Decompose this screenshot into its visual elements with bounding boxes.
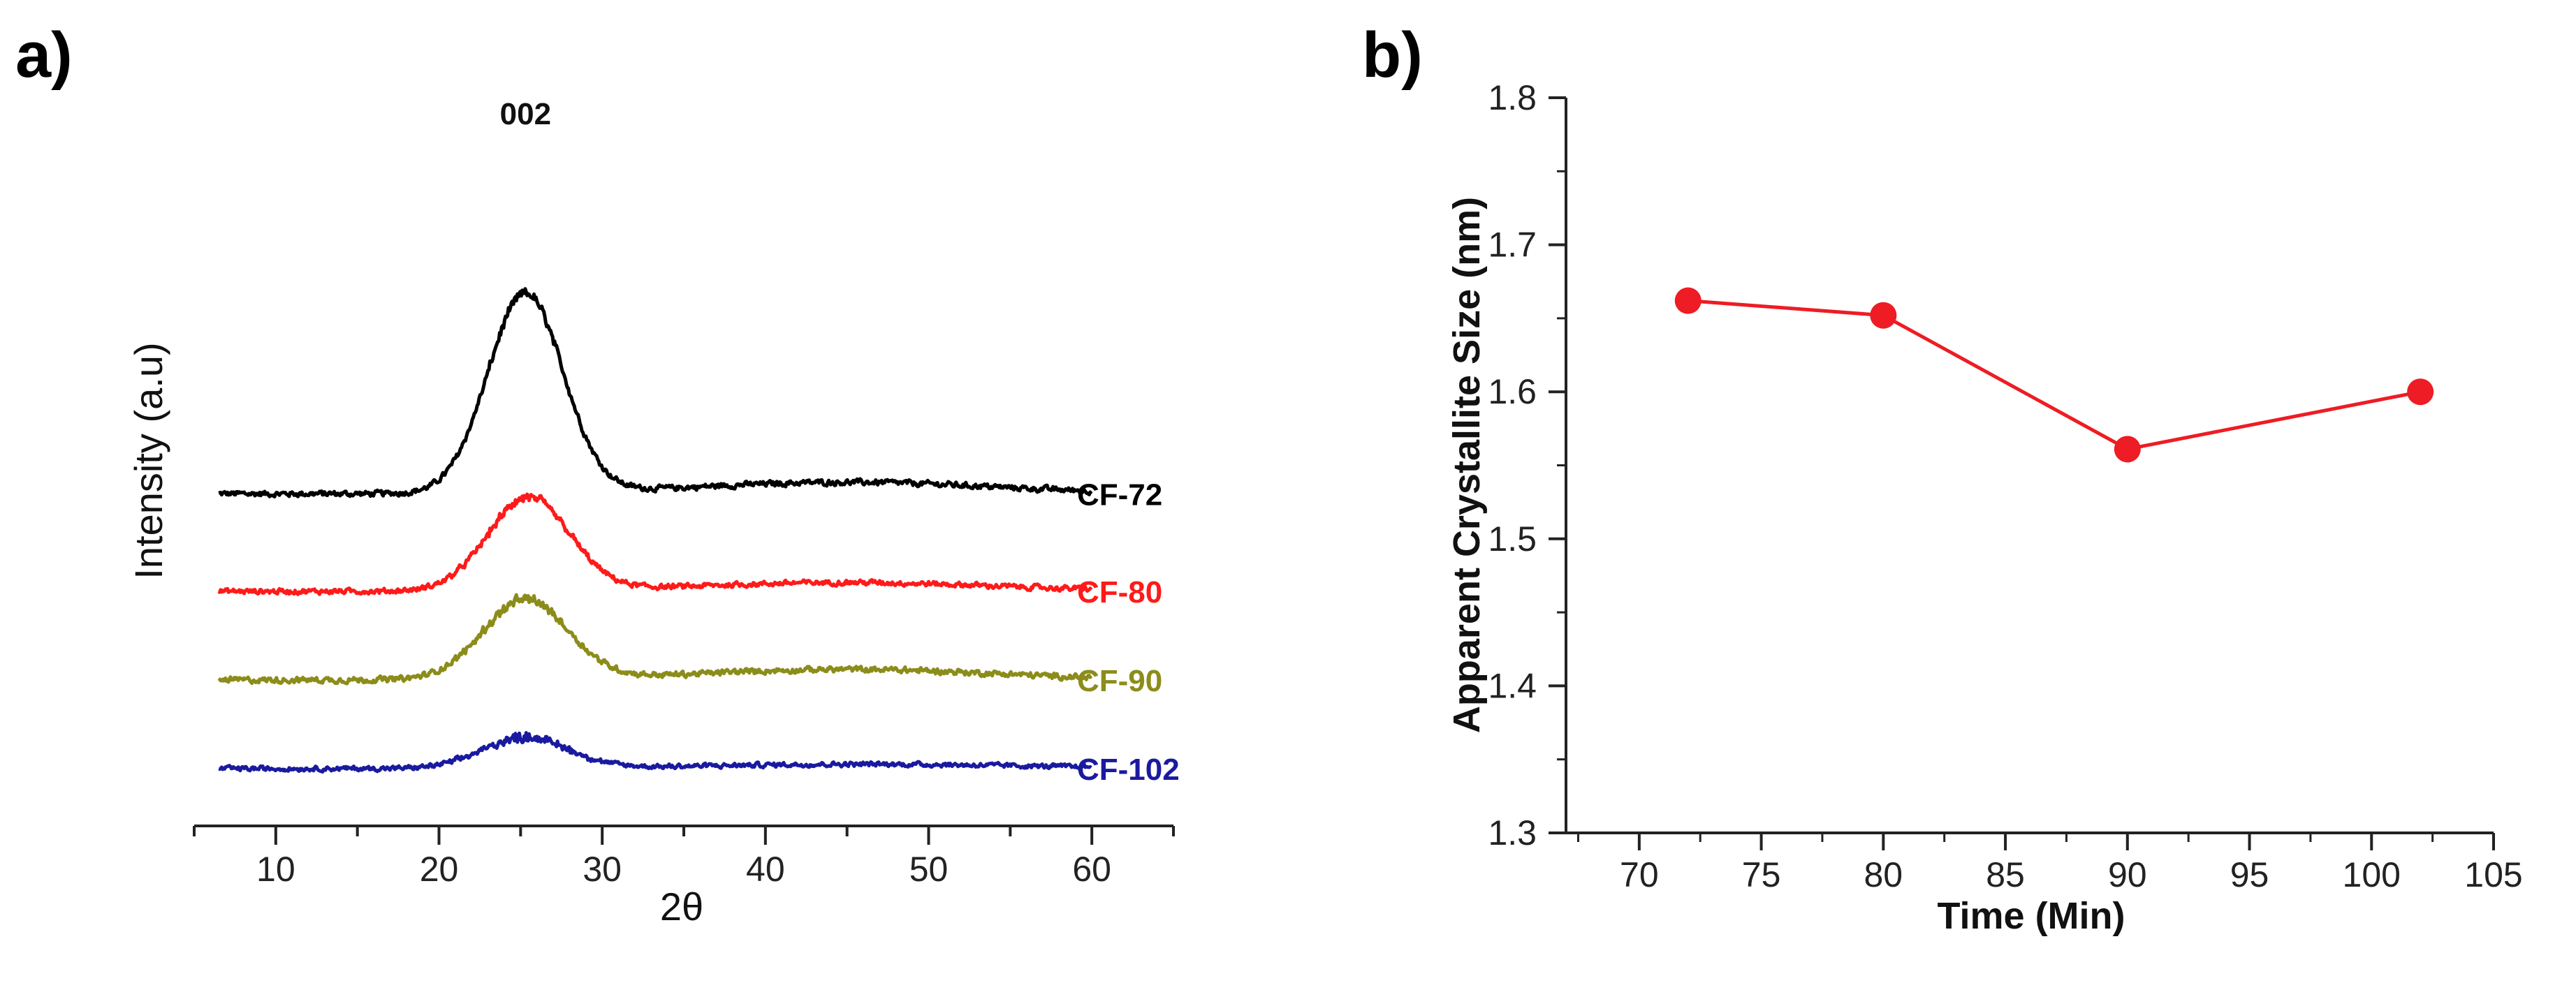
xrd-trace-labels: CF-72 CF-80 CF-90 CF-102 — [1077, 478, 1180, 787]
size-ticks: 70 75 80 85 90 95 100 105 1.3 1.4 1.5 1.6 1.7 1.8 — [1488, 78, 2522, 894]
xrd-x-tick-label: 20 — [420, 850, 459, 889]
xrd-traces — [217, 287, 1093, 774]
xrd-x-tick-label: 50 — [909, 850, 949, 889]
size-data-point — [2114, 436, 2141, 463]
crystallite-chart: 70 75 80 85 90 95 100 105 1.3 1.4 1.5 1.6 1.7 1.8 Tim… — [1446, 78, 2523, 937]
size-x-tick-label: 105 — [2464, 855, 2522, 894]
size-y-tick-label: 1.3 — [1488, 813, 1537, 852]
xrd-x-ticks: 10 20 30 40 50 60 — [193, 826, 1175, 889]
size-x-tick-label: 70 — [1620, 855, 1659, 894]
size-y-tick-label: 1.6 — [1488, 372, 1537, 411]
xrd-x-axis-title: 2θ — [660, 885, 703, 929]
size-y-tick-label: 1.5 — [1488, 519, 1537, 559]
size-x-tick-label: 95 — [2230, 855, 2269, 894]
size-x-axis-title: Time (Min) — [1938, 895, 2125, 937]
xrd-x-tick-label: 60 — [1072, 850, 1111, 889]
peak-002-label: 002 — [500, 97, 551, 131]
panel-a-label: a) — [15, 20, 73, 91]
xrd-trace-cf-102 — [218, 731, 1092, 774]
size-y-tick-label: 1.8 — [1488, 78, 1537, 117]
xrd-trace-cf-72 — [218, 287, 1093, 498]
size-x-tick-label: 80 — [1864, 855, 1903, 894]
xrd-x-tick-label: 40 — [746, 850, 785, 889]
size-x-tick-label: 75 — [1742, 855, 1781, 894]
size-series — [1674, 287, 2434, 463]
size-data-point — [2407, 378, 2434, 406]
xrd-trace-label-cf-72: CF-72 — [1077, 478, 1162, 512]
size-x-tick-label: 90 — [2108, 855, 2147, 894]
size-y-tick-label: 1.4 — [1488, 666, 1537, 705]
size-data-point — [1674, 287, 1702, 314]
size-x-tick-label: 85 — [1986, 855, 2025, 894]
size-y-axis-title: Apparent Crystallite Size (nm) — [1446, 197, 1488, 733]
xrd-trace-label-cf-90: CF-90 — [1077, 664, 1162, 698]
size-y-tick-label: 1.7 — [1488, 226, 1537, 265]
xrd-trace-label-cf-80: CF-80 — [1077, 575, 1162, 609]
xrd-trace-label-cf-102: CF-102 — [1077, 753, 1180, 787]
xrd-trace-cf-90 — [217, 593, 1093, 686]
size-x-tick-label: 100 — [2343, 855, 2401, 894]
xrd-trace-cf-80 — [217, 492, 1093, 596]
xrd-y-axis-title: Intensity (a.u) — [126, 342, 170, 579]
xrd-x-tick-label: 10 — [256, 850, 295, 889]
panel-b-label: b) — [1362, 20, 1423, 91]
xrd-x-tick-label: 30 — [583, 850, 622, 889]
xrd-chart: 10 20 30 40 50 60 CF-72 CF-80 CF-90 CF-102 002 2… — [126, 97, 1180, 929]
size-data-point — [1870, 302, 1897, 329]
size-series-line — [1688, 299, 2421, 451]
